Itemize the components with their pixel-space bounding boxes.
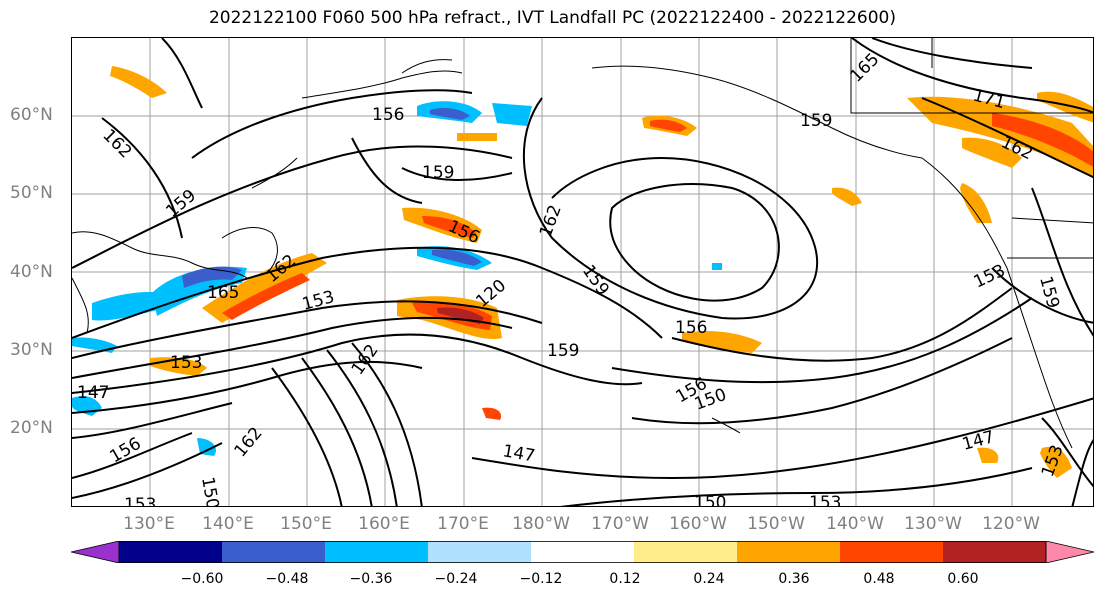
colorbar-tick: 0.12 [609,571,641,587]
lat-label-20n: 20°N [10,418,53,438]
lon-label: 170°E [437,514,489,534]
contour-label: 165 [207,283,239,303]
colorbar-tick: 0.24 [693,571,725,587]
lat-label-40n: 40°N [10,262,53,282]
colorbar-outline [118,541,1047,563]
colorbar-segment [222,541,326,563]
contour-label: 153 [124,495,156,507]
lon-label: 170°W [591,514,649,534]
contour-label: 159 [422,163,454,183]
colorbar-extend-low [71,541,120,563]
colorbar-segment [119,541,223,563]
colorbar-segment [943,541,1047,563]
contour-label: 150 [694,493,726,507]
lat-label-50n: 50°N [10,183,53,203]
map-panel: 162 156 159 159 156 162 159 156 153 153 … [71,37,1094,507]
colorbar-segment [840,541,944,563]
contour-label: 147 [77,383,109,403]
contour-label: 159 [547,341,579,361]
colorbar-segment [531,541,635,563]
lon-label: 140°E [202,514,254,534]
refractivity-contours [72,38,1093,506]
contour-label: 159 [162,186,200,222]
colorbar-tick: 0.60 [947,571,979,587]
lon-label: 160°E [358,514,410,534]
contour-label: 156 [675,318,707,338]
colorbar-tick: −0.12 [519,571,563,587]
colorbar [71,541,1094,563]
contour-label: 159 [800,111,832,131]
contour-label: 159 [578,261,613,299]
lon-label: 120°W [982,514,1040,534]
colorbar-segments [71,541,1094,563]
contour-label: 153 [170,353,202,373]
lon-label: 140°W [826,514,884,534]
colorbar-tick: −0.36 [349,571,393,587]
contour-label: 150 [197,475,222,507]
contour-label: 153 [300,287,337,315]
colorbar-segment [634,541,738,563]
lat-label-60n: 60°N [10,105,53,125]
coastlines [72,38,1093,449]
colorbar-tick: 0.36 [778,571,810,587]
contour-label: 162 [348,341,383,379]
colorbar-tick: 0.48 [863,571,895,587]
lon-label: 130°E [123,514,175,534]
contour-label: 159 [1035,274,1063,311]
contour-label: 153 [809,493,841,507]
lon-label: 130°W [904,514,962,534]
lon-label: 150°W [747,514,805,534]
lon-label: 150°E [280,514,332,534]
colorbar-segment [428,541,532,563]
contour-label: 162 [536,202,566,239]
map-title: 2022122100 F060 500 hPa refract., IVT La… [208,8,896,28]
lon-label: 180°W [512,514,570,534]
colorbar-tick: −0.24 [434,571,478,587]
contour-label: 156 [372,105,404,125]
anomaly-shading [72,66,1093,478]
colorbar-tick: −0.48 [265,571,309,587]
lon-label: 160°W [669,514,727,534]
contour-label: 153 [971,261,1009,293]
colorbar-tick: −0.60 [180,571,224,587]
colorbar-segment [737,541,841,563]
map-canvas: 162 156 159 159 156 162 159 156 153 153 … [72,38,1093,507]
colorbar-segment [325,541,429,563]
contour-label: 156 [107,434,145,468]
lat-label-30n: 30°N [10,340,53,360]
colorbar-extend-high [1045,541,1094,563]
contour-label: 162 [98,125,135,162]
